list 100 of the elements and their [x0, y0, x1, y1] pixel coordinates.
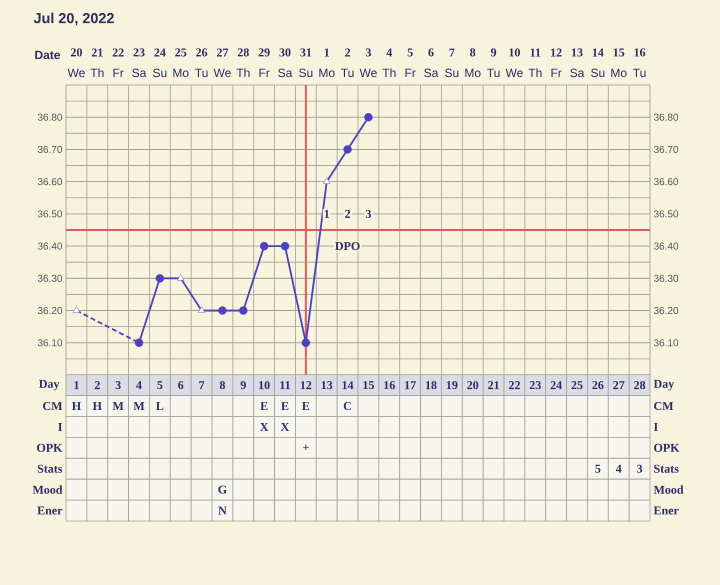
x-tick-label: 8	[220, 381, 226, 390]
annotation: DPO	[335, 242, 360, 250]
annotation: 3	[366, 210, 372, 218]
text: We	[360, 68, 377, 78]
x-tick-label: 13	[322, 381, 332, 390]
y-tick-label: Ener	[654, 506, 679, 515]
x-tick-label: 1	[74, 381, 79, 390]
y-tick-label: 36.80	[38, 114, 62, 121]
text: Tu	[487, 68, 500, 78]
x-tick-label: 8	[470, 48, 476, 56]
x-tick-label: 12	[300, 381, 312, 390]
x-tick-label: 15	[614, 48, 624, 56]
text: We	[506, 68, 523, 78]
x-tick-label: 2	[345, 48, 350, 56]
x-tick-label: 24	[154, 48, 166, 56]
x-tick-label: 7	[199, 381, 204, 390]
y-tick-label: OPK	[654, 444, 680, 452]
text: We	[214, 68, 231, 78]
text: Mo	[173, 68, 189, 78]
point	[156, 274, 164, 283]
text: Mo	[611, 68, 627, 78]
text: Su	[299, 68, 312, 78]
text: E	[281, 402, 288, 410]
chart-title: Jul 20, 2022	[34, 12, 114, 26]
text: X	[280, 423, 290, 431]
point	[302, 338, 310, 347]
x-tick-label: 5	[157, 381, 162, 390]
x-tick-label: 24	[550, 381, 562, 390]
x-axis-title: Date	[35, 50, 60, 60]
x-tick-label: 14	[592, 48, 604, 56]
x-tick-label: 22	[112, 48, 124, 56]
x-tick-label: 20	[467, 381, 478, 390]
x-tick-label: 28	[634, 381, 646, 390]
y-tick-label: CM	[654, 402, 674, 410]
text: 5	[595, 464, 600, 473]
text: M	[134, 402, 144, 410]
x-tick-label: 10	[509, 48, 520, 56]
text: Fr	[113, 68, 124, 77]
text: G	[218, 486, 227, 494]
point	[134, 338, 144, 347]
text: Fr	[551, 68, 562, 77]
text: Th	[90, 68, 104, 77]
x-tick-label: 16	[384, 381, 395, 390]
text: Tu	[195, 68, 208, 78]
x-tick-label: 9	[490, 48, 496, 56]
point	[343, 145, 352, 154]
y-tick-label: 36.40	[38, 242, 62, 250]
x-axis-title: Day	[654, 380, 674, 390]
text: Sa	[424, 68, 438, 78]
text: 3	[637, 464, 642, 473]
x-tick-label: 10	[259, 381, 270, 390]
x-tick-label: 28	[238, 48, 249, 56]
y-tick-label: 36.60	[38, 178, 62, 186]
text: Day	[39, 380, 60, 390]
point	[198, 306, 206, 313]
text: C	[344, 402, 351, 410]
text: Tu	[633, 68, 646, 78]
text: Mo	[465, 68, 481, 78]
x-tick-label: 9	[240, 381, 246, 390]
y-tick-label: Mood	[654, 485, 684, 494]
annotation: 2	[345, 210, 350, 218]
x-tick-label: 27	[613, 381, 624, 390]
text: H	[92, 402, 102, 410]
x-tick-label: 16	[634, 48, 646, 56]
text: Sa	[570, 68, 584, 78]
x-tick-label: 29	[258, 48, 270, 56]
text: We	[68, 68, 85, 78]
y-tick-label: 36.20	[38, 307, 62, 314]
x-tick-label: 11	[530, 48, 540, 56]
text: N	[218, 506, 227, 514]
annotation: 1	[324, 210, 330, 218]
text: Sa	[132, 68, 146, 78]
x-tick-label: 26	[592, 381, 604, 390]
text: E	[302, 402, 310, 410]
x-tick-label: 6	[178, 381, 184, 390]
x-tick-label: 3	[116, 381, 121, 390]
x-tick-label: 23	[530, 381, 541, 390]
x-tick-label: 31	[300, 48, 312, 56]
y-tick-label: 36.30	[38, 274, 62, 282]
text: Fr	[259, 68, 270, 77]
point	[280, 242, 290, 250]
x-tick-label: 25	[175, 48, 186, 56]
point	[260, 242, 268, 250]
text: Tu	[341, 68, 354, 78]
text: L	[156, 402, 164, 410]
x-tick-label: 15	[363, 381, 374, 390]
text: +	[303, 444, 309, 450]
x-tick-label: 27	[216, 48, 228, 56]
x-tick-label: 2	[94, 381, 100, 390]
point	[323, 177, 330, 184]
x-tick-label: 30	[279, 48, 291, 56]
text: Sa	[278, 68, 292, 78]
x-tick-label: 12	[551, 48, 562, 56]
x-tick-label: 13	[572, 48, 583, 56]
x-tick-label: 6	[428, 48, 434, 56]
y-tick-label: I	[654, 423, 658, 431]
x-tick-label: 21	[488, 381, 499, 390]
x-tick-label: 25	[572, 381, 583, 390]
point	[218, 306, 227, 315]
x-tick-label: 5	[408, 48, 413, 56]
